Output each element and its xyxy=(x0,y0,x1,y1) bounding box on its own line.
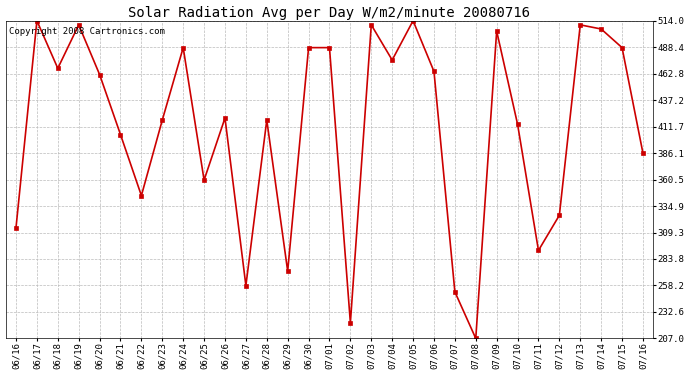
Title: Solar Radiation Avg per Day W/m2/minute 20080716: Solar Radiation Avg per Day W/m2/minute … xyxy=(128,6,531,20)
Text: Copyright 2008 Cartronics.com: Copyright 2008 Cartronics.com xyxy=(9,27,165,36)
